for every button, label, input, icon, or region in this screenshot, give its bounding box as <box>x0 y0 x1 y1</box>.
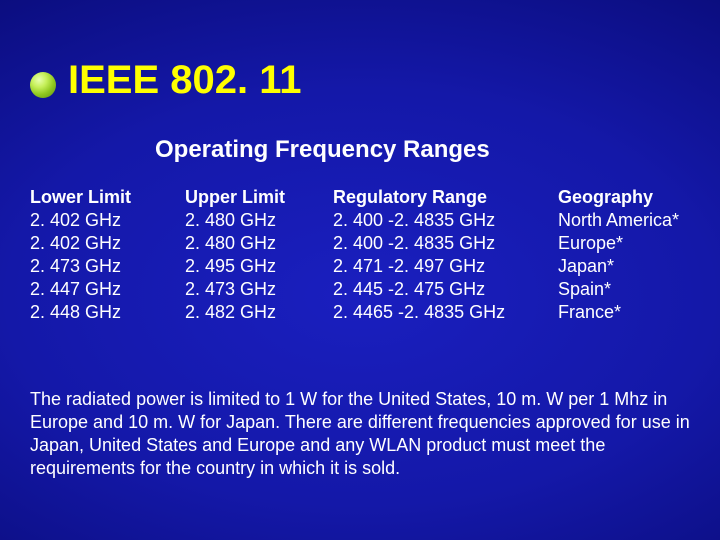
cell: 2. 448 GHz <box>30 301 185 324</box>
column-header: Geography <box>558 186 694 209</box>
frequency-table: Lower Limit 2. 402 GHz 2. 402 GHz 2. 473… <box>30 186 694 324</box>
column-header: Regulatory Range <box>333 186 558 209</box>
cell: 2. 4465 -2. 4835 GHz <box>333 301 558 324</box>
cell: 2. 400 -2. 4835 GHz <box>333 232 558 255</box>
cell: France* <box>558 301 694 324</box>
cell: 2. 480 GHz <box>185 209 333 232</box>
cell: 2. 447 GHz <box>30 278 185 301</box>
column-regulatory-range: Regulatory Range 2. 400 -2. 4835 GHz 2. … <box>333 186 558 324</box>
cell: Europe* <box>558 232 694 255</box>
cell: 2. 473 GHz <box>30 255 185 278</box>
cell: North America* <box>558 209 694 232</box>
footnote-text: The radiated power is limited to 1 W for… <box>30 388 690 480</box>
column-header: Upper Limit <box>185 186 333 209</box>
cell: 2. 473 GHz <box>185 278 333 301</box>
cell: 2. 402 GHz <box>30 232 185 255</box>
cell: Japan* <box>558 255 694 278</box>
title-bullet-icon <box>30 72 56 98</box>
cell: Spain* <box>558 278 694 301</box>
cell: 2. 482 GHz <box>185 301 333 324</box>
column-geography: Geography North America* Europe* Japan* … <box>558 186 694 324</box>
slide-title: IEEE 802. 11 <box>68 58 302 103</box>
cell: 2. 480 GHz <box>185 232 333 255</box>
slide-subtitle: Operating Frequency Ranges <box>155 136 490 164</box>
cell: 2. 471 -2. 497 GHz <box>333 255 558 278</box>
column-header: Lower Limit <box>30 186 185 209</box>
column-lower-limit: Lower Limit 2. 402 GHz 2. 402 GHz 2. 473… <box>30 186 185 324</box>
column-upper-limit: Upper Limit 2. 480 GHz 2. 480 GHz 2. 495… <box>185 186 333 324</box>
cell: 2. 445 -2. 475 GHz <box>333 278 558 301</box>
cell: 2. 400 -2. 4835 GHz <box>333 209 558 232</box>
cell: 2. 402 GHz <box>30 209 185 232</box>
cell: 2. 495 GHz <box>185 255 333 278</box>
